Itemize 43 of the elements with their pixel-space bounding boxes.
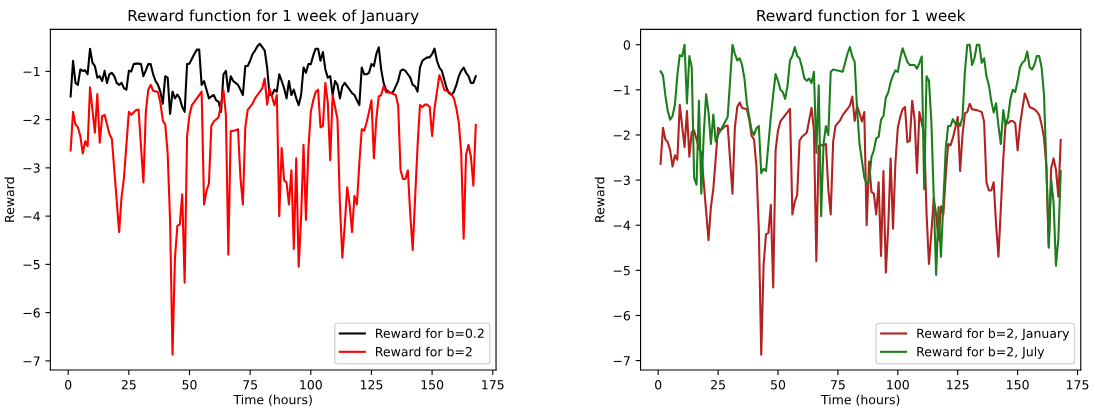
x-tick-label: 50 — [771, 380, 786, 390]
y-tick-label: −2 — [613, 130, 630, 140]
y-axis-title: Reward — [594, 177, 605, 222]
x-tick-label: 125 — [360, 380, 383, 390]
x-axis-title: Time (hours) — [233, 394, 312, 406]
x-tick-label: 0 — [65, 380, 72, 390]
x-tick-label: 75 — [243, 380, 258, 390]
legend-label: Reward for b=2 — [376, 346, 472, 357]
legend-label: Reward for b=0.2 — [376, 328, 484, 339]
x-tick-label: 150 — [421, 380, 444, 390]
x-tick-label: 100 — [300, 380, 322, 390]
chart-title: Reward function for 1 week — [757, 9, 966, 22]
x-tick-label: 50 — [182, 380, 197, 390]
y-tick-label: −6 — [23, 308, 40, 318]
y-tick-label: −1 — [23, 66, 40, 77]
legend-label: Reward for b=2, July — [917, 346, 1045, 359]
y-tick-label: −1 — [613, 85, 630, 95]
x-tick-label: 175 — [482, 380, 504, 390]
y-tick-label: −4 — [23, 211, 40, 221]
y-tick-label: −5 — [613, 265, 630, 276]
x-tick-label: 125 — [947, 380, 969, 390]
x-tick-label: 0 — [655, 380, 662, 390]
x-tick-label: 75 — [830, 380, 845, 390]
y-tick-label: −6 — [613, 310, 631, 321]
x-axis-title: Time (hours) — [820, 394, 900, 406]
x-tick-label: 150 — [1007, 380, 1029, 390]
legend-label: Reward for b=2, January — [917, 328, 1070, 341]
y-tick-label: −7 — [613, 356, 630, 366]
x-tick-label: 25 — [711, 380, 725, 390]
y-tick-label: −2 — [23, 115, 40, 125]
x-tick-label: 100 — [887, 380, 909, 390]
y-tick-label: −7 — [23, 356, 40, 366]
y-tick-label: 0 — [623, 40, 631, 50]
line-series — [659, 43, 1062, 276]
line-series — [69, 42, 477, 115]
y-tick-label: −5 — [23, 260, 40, 270]
y-tick-label: −3 — [23, 163, 40, 173]
chart-title: Reward function for 1 week of January — [128, 9, 419, 25]
y-tick-label: −4 — [613, 220, 631, 230]
x-tick-label: 25 — [121, 380, 136, 390]
y-axis-title: Reward — [4, 177, 15, 222]
y-tick-label: −3 — [613, 175, 630, 186]
x-tick-label: 175 — [1066, 380, 1089, 390]
